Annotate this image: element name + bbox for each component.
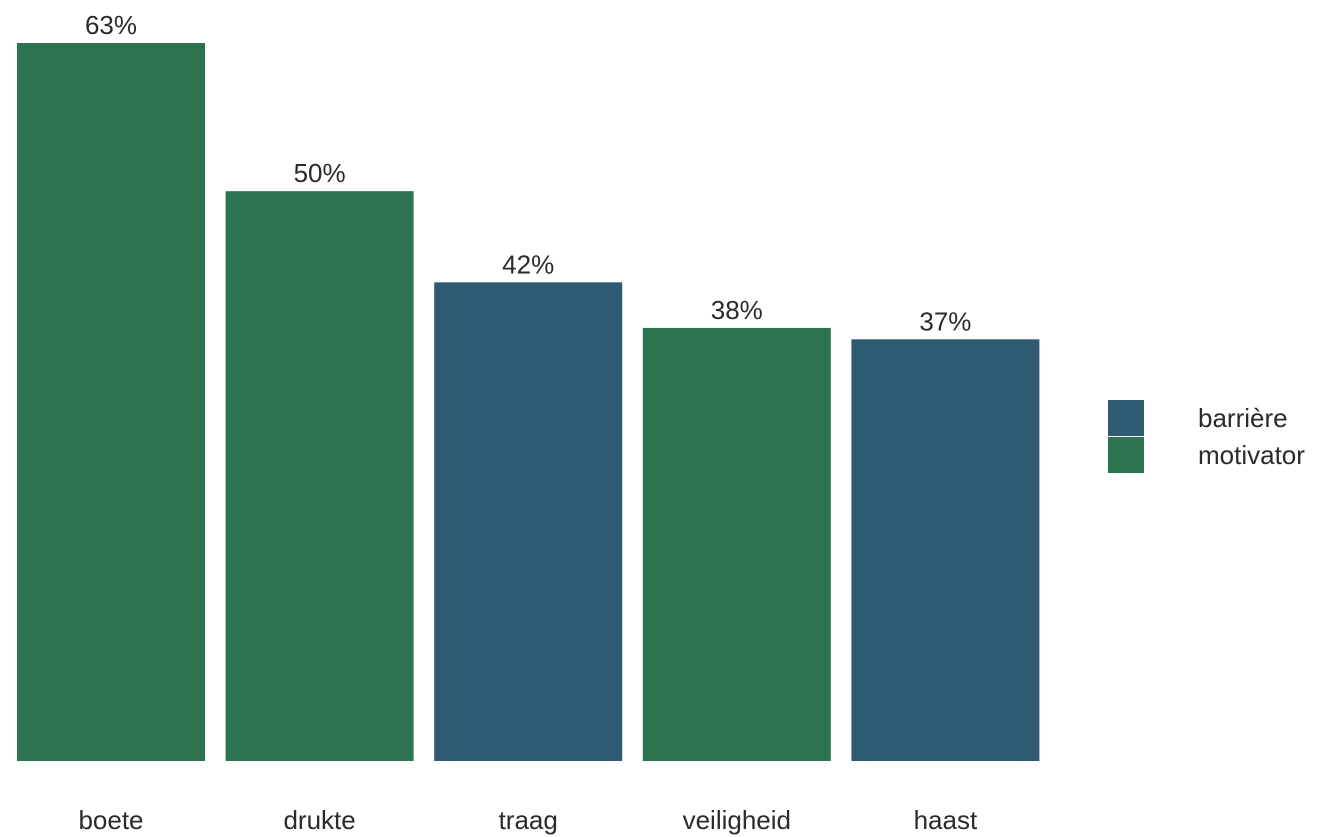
legend: barrière motivator xyxy=(1108,400,1305,473)
legend-key-motivator xyxy=(1108,437,1144,473)
bars-layer xyxy=(17,43,1040,761)
x-tick-label-veiligheid: veiligheid xyxy=(683,805,791,835)
legend-label-motivator: motivator xyxy=(1198,440,1305,470)
legend-label-barriere: barrière xyxy=(1198,403,1288,433)
value-label-veiligheid: 38% xyxy=(711,295,763,325)
x-tick-label-boete: boete xyxy=(78,805,143,835)
bar-drukte xyxy=(225,191,414,761)
value-labels-layer: 63% 50% 42% 38% 37% xyxy=(85,10,971,336)
x-axis-tick-labels: boete drukte traag veiligheid haast xyxy=(78,805,978,835)
value-label-haast: 37% xyxy=(919,306,971,336)
value-label-traag: 42% xyxy=(502,249,554,279)
x-tick-label-traag: traag xyxy=(499,805,558,835)
bar-veiligheid xyxy=(642,327,831,761)
value-label-drukte: 50% xyxy=(294,158,346,188)
x-tick-label-haast: haast xyxy=(914,805,978,835)
value-label-boete: 63% xyxy=(85,10,137,40)
bar-haast xyxy=(851,339,1040,761)
bar-boete xyxy=(17,43,205,761)
x-tick-label-drukte: drukte xyxy=(283,805,355,835)
legend-key-barriere xyxy=(1108,400,1144,436)
bar-traag xyxy=(434,282,623,761)
